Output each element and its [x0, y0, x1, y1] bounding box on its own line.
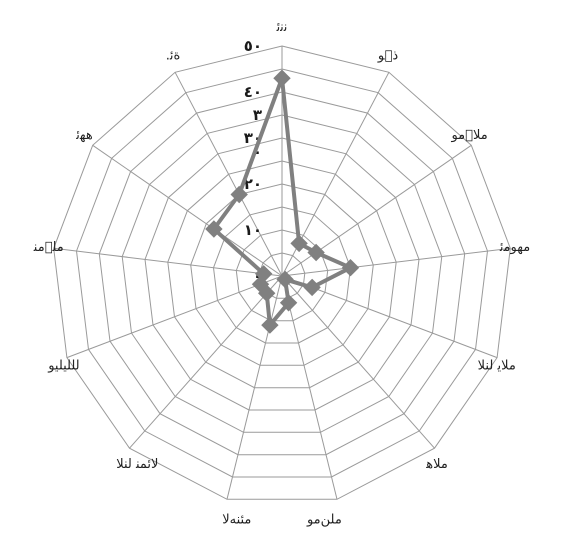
spoke-line	[281, 275, 338, 500]
data-point-marker	[273, 69, 291, 87]
grid-ring	[167, 160, 397, 389]
spoke-line	[129, 275, 283, 449]
data-point-marker	[230, 185, 248, 204]
grid-ring	[190, 183, 374, 366]
radar-grid	[53, 45, 511, 500]
category-label: ﻣﻼﻫ	[425, 457, 448, 472]
tick-label: ٠	[253, 143, 262, 161]
spoke-line	[66, 275, 283, 359]
data-point-marker	[254, 265, 273, 283]
category-label: ﻣﻠ􏰀ﻣﻨ	[33, 240, 64, 255]
spoke-line	[226, 275, 283, 500]
data-point-marker	[307, 243, 325, 262]
grid-ring	[98, 91, 466, 456]
grid-ring	[212, 206, 352, 344]
category-label: ﻣﺌﻨﻪﻻ	[222, 513, 251, 528]
spoke-line	[281, 275, 435, 449]
category-label: ﺫ􏰀ﻮ	[377, 49, 399, 64]
category-label: ﻻﺋﻤﻨ ﻟﻨﻼ	[116, 457, 158, 472]
data-point-marker	[290, 234, 308, 253]
category-label: ﻧﻧﺋ	[276, 20, 288, 35]
data-point-marker	[303, 278, 321, 297]
category-label: ﻣﻼﻳ ﻟﻨﻼ	[478, 359, 516, 374]
category-label: ﻟﻠﻠﻴﻠﻴﻮ	[47, 359, 79, 374]
data-point-marker	[205, 220, 223, 238]
grid-ring	[121, 114, 443, 433]
tick-label: ٤٠	[244, 83, 262, 101]
grid-ring	[75, 68, 489, 478]
spoke-line	[53, 247, 283, 277]
tick-label: ٥٠	[244, 37, 262, 55]
tick-label: ٢٠	[244, 175, 262, 193]
grid-ring	[53, 45, 511, 500]
radar-spokes	[53, 46, 511, 500]
radar-series	[205, 69, 360, 334]
category-label: ﻫﻬﺋ	[75, 128, 93, 143]
category-labels: ﻧﻧﺋ ﺫ􏰀ﻮ ﻣﻼ􏰀ﻣﻮ ﻣﻬﻮﻣﺋ ﻣﻼﻳ ﻟﻨﻼ ﻣﻼﻫ ﻣﻠﻦﻣﻮ ﻣﺌﻨﻪﻻ ﻻﺋﻤﻨ…	[33, 20, 530, 528]
tick-label: ١٠	[244, 221, 262, 239]
category-label: ﻣﻼ􏰀ﻣﻮ	[450, 128, 487, 143]
grid-ring	[258, 252, 306, 299]
data-point-marker	[261, 316, 279, 334]
spoke-line	[92, 144, 283, 277]
spoke-line	[174, 72, 283, 277]
grid-ring	[144, 137, 420, 411]
spoke-line	[281, 247, 511, 277]
radial-tick-labels: ٠١٠٢٠٣٠٤٠٥٠٣٠	[244, 37, 262, 285]
data-point-marker	[341, 258, 360, 277]
data-point-marker	[276, 270, 294, 289]
category-label: ﻣﻬﻮﻣﺋ	[499, 240, 530, 255]
tick-label: ٣	[253, 106, 262, 124]
category-label: ﺓﺋ.	[166, 49, 181, 64]
data-point-marker	[279, 294, 298, 312]
category-label: ﻣﻠﻦﻣﻮ	[306, 513, 342, 528]
